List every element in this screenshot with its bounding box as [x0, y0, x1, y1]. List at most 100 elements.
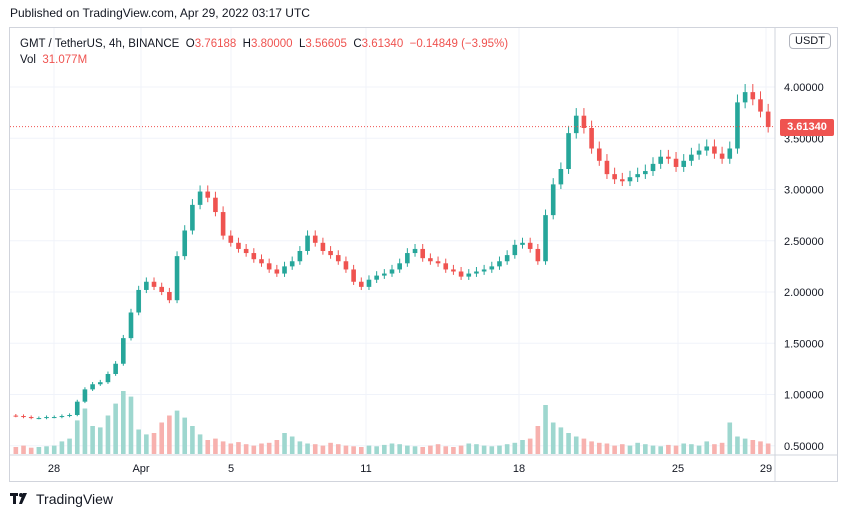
volume-bar [643, 444, 648, 454]
candle-body [658, 156, 663, 164]
volume-bar [635, 442, 640, 454]
candle-body [213, 197, 218, 213]
volume-bar [589, 441, 594, 454]
volume-bar [74, 420, 80, 454]
volume-bar [612, 445, 617, 454]
volume-bar [689, 444, 694, 454]
published-label: Published on TradingView.com, Apr 29, 20… [10, 6, 310, 20]
currency-button[interactable]: USDT [789, 33, 831, 49]
candle-body [236, 242, 241, 249]
volume-bar [604, 443, 610, 454]
candle-body [520, 242, 525, 245]
candle-body [550, 184, 556, 216]
candle-body [481, 269, 487, 272]
volume-bar [289, 436, 295, 454]
candle-body [620, 179, 625, 182]
volume-bar [67, 438, 72, 454]
volume-bar [481, 445, 487, 454]
candle-body [97, 382, 103, 385]
volume-bar [105, 415, 111, 454]
candle-body [358, 281, 364, 287]
volume-bar [44, 446, 49, 454]
candle-body [527, 242, 533, 249]
candle-body [82, 389, 88, 402]
candle-body [428, 258, 433, 262]
volume-bar [451, 447, 456, 454]
grid-lines [10, 28, 775, 455]
candle-body [151, 281, 157, 287]
candle-body [458, 271, 464, 277]
candle-body [497, 261, 502, 267]
volume-bar [550, 422, 556, 454]
volume-bar [673, 445, 679, 454]
y-tick-label: 3.00000 [784, 185, 824, 197]
candle-body [451, 269, 456, 272]
last-price-tag: 3.61340 [780, 119, 834, 136]
volume-bar [282, 433, 287, 454]
low-key: L [298, 38, 306, 50]
volume-bar [719, 442, 725, 454]
volume-bars [13, 391, 771, 454]
legend: GMT / TetherUS, 4h, BINANCE O3.76188 H3.… [20, 36, 508, 68]
candle-body [412, 248, 418, 254]
candle-body [558, 169, 564, 185]
volume-bar [727, 422, 733, 454]
candle-body [466, 273, 472, 277]
candle-body [581, 115, 587, 128]
candle-body [220, 212, 226, 236]
candle-body [243, 248, 249, 254]
y-tick-label: 2.50000 [784, 236, 824, 248]
candle-body [758, 99, 763, 112]
candle-body [121, 338, 126, 364]
candle-body [13, 415, 19, 417]
volume-bar [765, 443, 771, 454]
volume-bar [335, 444, 341, 454]
volume-bar [228, 443, 234, 454]
candle-body [105, 374, 111, 383]
candle-body [405, 253, 410, 264]
candle-body [573, 115, 579, 134]
candle-body [328, 251, 333, 256]
x-tick-label: 28 [48, 463, 60, 475]
candle-body [289, 261, 295, 267]
candle-body [182, 230, 188, 257]
volume-bar [128, 396, 134, 454]
y-tick-label: 0.50000 [784, 441, 824, 453]
volume-bar [59, 441, 65, 454]
high-key: H [242, 38, 251, 50]
high-value: 3.80000 [250, 38, 293, 50]
candle-body [266, 263, 272, 270]
close-value: 3.61340 [361, 38, 404, 50]
volume-bar [458, 445, 464, 454]
volume-bar [312, 444, 318, 454]
volume-bar [213, 438, 218, 454]
volume-bar [520, 440, 525, 454]
x-axis-labels: 28 Apr 5 11 18 25 29 [48, 463, 772, 475]
footer-brand[interactable]: TradingView [10, 491, 113, 507]
volume-bar [474, 444, 479, 454]
candle-body [389, 269, 395, 274]
candle-body [474, 271, 479, 274]
volume-bar [650, 445, 656, 454]
candle-body [666, 156, 671, 159]
volume-bar [136, 429, 141, 454]
volume-bar [220, 441, 226, 454]
candle-body [113, 363, 118, 374]
candle-body [750, 92, 756, 100]
volume-bar [573, 436, 579, 454]
volume-bar [328, 442, 333, 454]
candle-body [712, 146, 717, 154]
volume-bar [497, 445, 502, 454]
volume-bar [412, 446, 418, 454]
volume-bar [51, 445, 57, 454]
candle-body [67, 415, 72, 417]
volume-bar [527, 438, 533, 454]
candle-body [727, 148, 733, 159]
close-key: C [353, 38, 362, 50]
volume-bar [305, 443, 310, 454]
volume-bar [358, 447, 364, 454]
candle-body [604, 160, 610, 175]
change-value: −0.14849 (−3.95%) [409, 38, 509, 50]
open-key: O [185, 38, 195, 50]
